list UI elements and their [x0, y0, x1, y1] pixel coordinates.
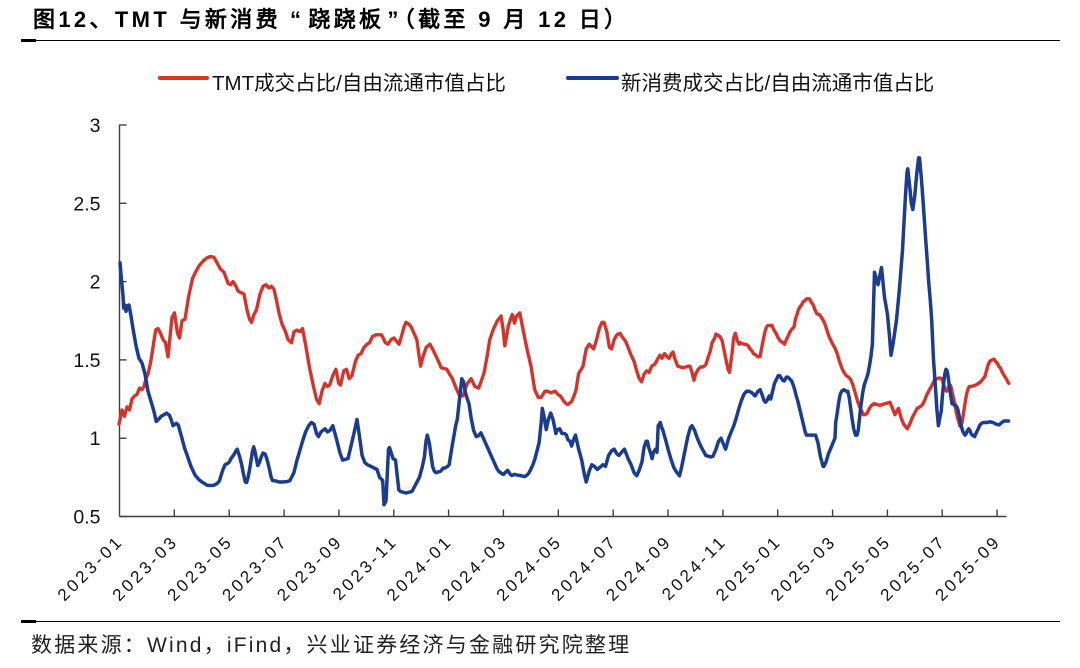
- svg-text:3: 3: [90, 115, 101, 137]
- svg-text:0.5: 0.5: [73, 507, 100, 529]
- svg-text:2.5: 2.5: [73, 193, 100, 215]
- svg-text:1: 1: [90, 428, 101, 450]
- svg-text:2: 2: [90, 272, 101, 294]
- svg-text:1.5: 1.5: [73, 350, 100, 372]
